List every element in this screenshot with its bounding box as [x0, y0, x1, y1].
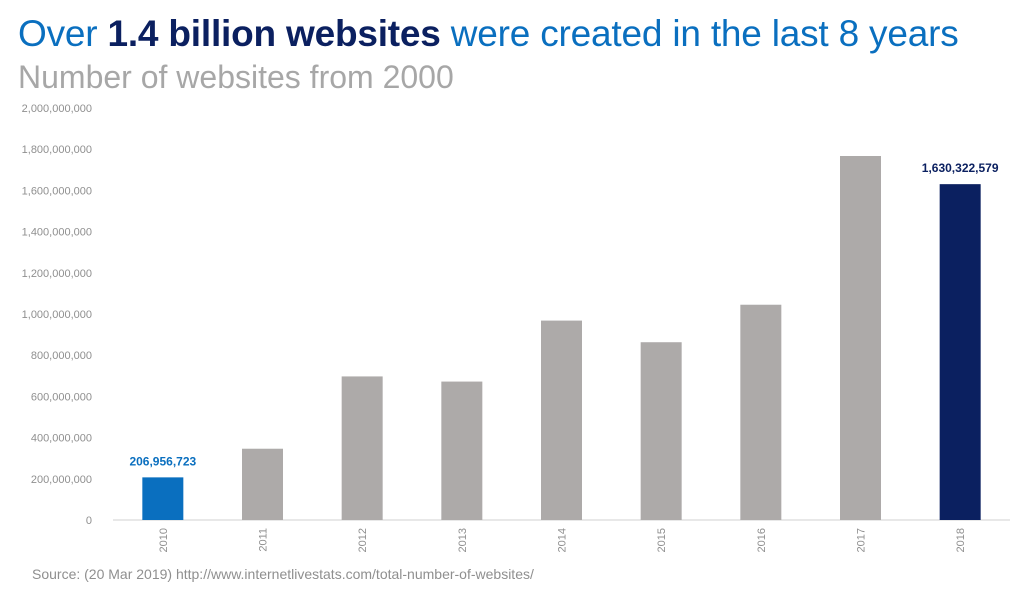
bar: [541, 320, 582, 520]
x-tick-label: 2011: [258, 528, 270, 552]
bar-chart: 0 200,000,000 400,000,000 600,000,000 800,00…: [22, 103, 1010, 552]
bar: [341, 376, 383, 520]
bar: [640, 342, 682, 520]
y-tick-label: 2,000,000,000: [22, 103, 92, 115]
y-tick-label: 800,000,000: [31, 350, 92, 362]
bar: [142, 477, 184, 520]
x-tick-label: 2017: [856, 528, 868, 552]
data-label: 1,630,322,579: [922, 161, 999, 175]
x-tick-label: 2018: [955, 528, 967, 552]
x-tick-label: 2016: [756, 528, 768, 552]
headline-part-3: were created in the last 8 years: [440, 13, 959, 54]
y-tick-label: 200,000,000: [31, 474, 92, 486]
y-tick-label: 600,000,000: [31, 391, 92, 403]
y-tick-label: 1,200,000,000: [22, 268, 92, 280]
y-tick-label: 400,000,000: [31, 433, 92, 445]
bar: [242, 448, 283, 520]
y-tick-label: 0: [86, 515, 92, 527]
bar: [840, 155, 881, 521]
source-note: Source: (20 Mar 2019) http://www.interne…: [32, 566, 534, 582]
y-tick-label: 1,000,000,000: [22, 309, 92, 321]
x-tick-label: 2014: [557, 528, 569, 552]
x-tick-label: 2012: [357, 528, 369, 552]
y-tick-label: 1,400,000,000: [22, 227, 92, 239]
data-label: 206,956,723: [129, 454, 196, 468]
bar: [939, 184, 981, 520]
x-tick-label: 2010: [158, 528, 170, 552]
x-tick-label: 2013: [457, 528, 469, 552]
chart-headline: Over 1.4 billion websites were created i…: [18, 8, 959, 60]
bar: [740, 304, 782, 520]
headline-part-1: Over: [18, 13, 108, 54]
y-tick-label: 1,800,000,000: [22, 144, 92, 156]
y-tick-label: 1,600,000,000: [22, 185, 92, 197]
headline-part-2: 1.4 billion websites: [107, 13, 441, 54]
chart-subtitle: Number of websites from 2000: [18, 59, 454, 95]
x-tick-label: 2015: [656, 528, 668, 552]
bar: [441, 381, 483, 520]
